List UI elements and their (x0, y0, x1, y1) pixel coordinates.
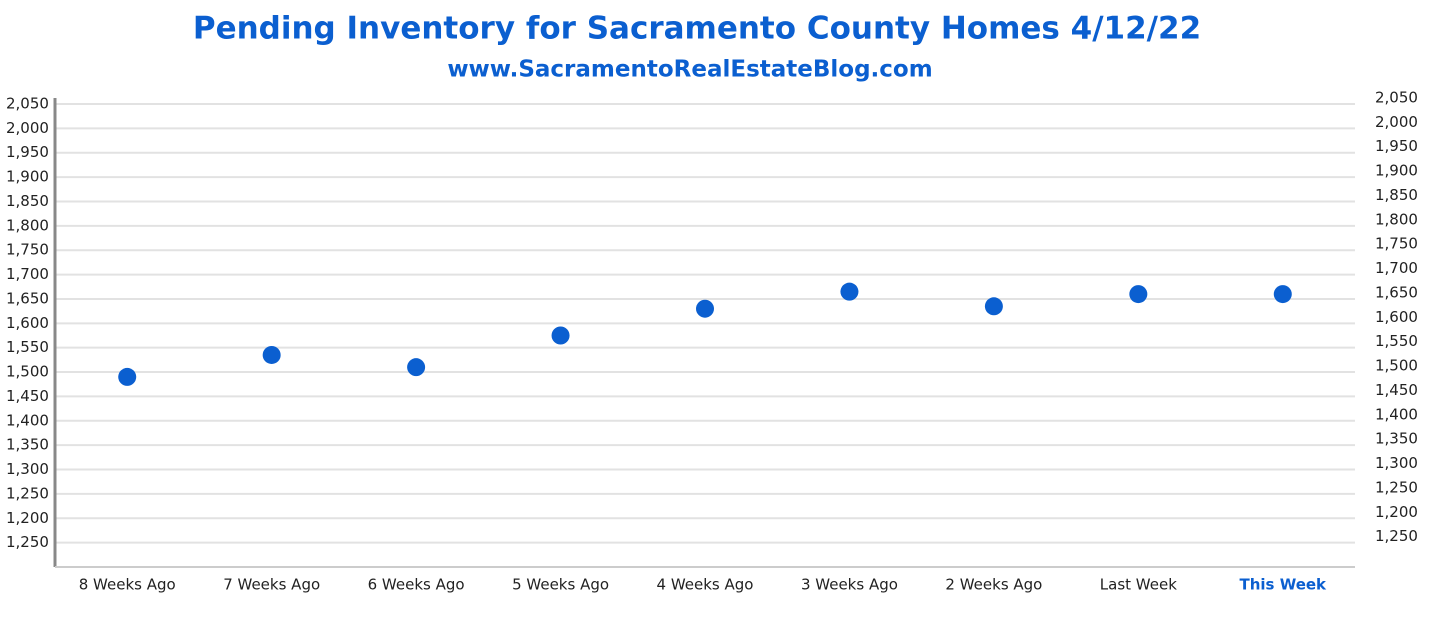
y-tick-label: 1,450 (6, 387, 49, 405)
y2-tick-label: 1,600 (1375, 308, 1418, 326)
y2-tick-label: 1,500 (1375, 357, 1418, 375)
y-tick-label: 1,700 (6, 265, 49, 283)
y2-tick-label: 1,650 (1375, 283, 1418, 301)
x-tick-label: 4 Weeks Ago (657, 576, 754, 594)
y-tick-label: 2,050 (6, 95, 49, 113)
x-tick-label: 2 Weeks Ago (945, 576, 1042, 594)
y2-tick-label: 1,900 (1375, 162, 1418, 180)
point (551, 326, 570, 345)
y2-tick-label: 2,000 (1375, 113, 1418, 131)
y2-tick-label: 1,750 (1375, 235, 1418, 253)
y2-tick-label: 1,550 (1375, 332, 1418, 350)
y-tick-label: 1,850 (6, 192, 49, 210)
chart-title: Pending Inventory for Sacramento County … (193, 11, 1201, 47)
y-tick-label: 1,900 (6, 168, 49, 186)
point (840, 282, 859, 301)
x-tick-label: This Week (1240, 576, 1328, 594)
y2-tick-label: 1,200 (1375, 503, 1418, 521)
point (262, 345, 281, 364)
y2-tick-label: 1,250 (1375, 527, 1418, 545)
y-tick-label: 1,650 (6, 289, 49, 307)
x-tick-label: 6 Weeks Ago (368, 576, 465, 594)
y2-tick-label: 1,850 (1375, 186, 1418, 204)
y-tick-label: 1,350 (6, 436, 49, 454)
point (696, 299, 714, 318)
y-tick-label: 1,800 (6, 216, 49, 234)
y2-tick-label: 2,050 (1375, 89, 1418, 107)
y2-tick-label: 1,300 (1375, 454, 1418, 472)
x-tick-label: 5 Weeks Ago (512, 576, 609, 594)
y2-tick-label: 1,350 (1375, 430, 1418, 448)
y-tick-label: 1,400 (6, 411, 49, 429)
y-tick-label: 1,600 (6, 314, 49, 332)
y-tick-label: 1,250 (6, 484, 49, 502)
point (118, 367, 137, 386)
x-tick-label: Last Week (1100, 576, 1177, 594)
y-tick-label: 1,550 (6, 338, 49, 356)
y2-tick-label: 1,400 (1375, 405, 1418, 423)
y2-tick-label: 1,950 (1375, 137, 1418, 155)
y2-tick-label: 1,450 (1375, 381, 1418, 399)
point (984, 297, 1003, 316)
x-tick-label: 7 Weeks Ago (223, 576, 320, 594)
x-tick-label: 3 Weeks Ago (801, 576, 898, 594)
y-tick-label: 1,300 (6, 460, 49, 478)
y-tick-label: 1,750 (6, 241, 49, 259)
point (1273, 285, 1292, 304)
y-tick-label: 1,950 (6, 143, 49, 161)
chart-subtitle: www.SacramentoRealEstateBlog.com (447, 57, 932, 83)
x-tick-label: 8 Weeks Ago (79, 576, 176, 594)
y-tick-label: 1,200 (6, 509, 49, 527)
y2-tick-label: 1,800 (1375, 210, 1418, 228)
y2-tick-label: 1,700 (1375, 259, 1418, 277)
y-tick-label: 1,250 (6, 533, 49, 551)
y-tick-label: 2,000 (6, 119, 49, 137)
y2-tick-label: 1,250 (1375, 478, 1418, 496)
y-tick-label: 1,500 (6, 363, 49, 381)
point (407, 358, 426, 377)
point (1129, 285, 1148, 304)
